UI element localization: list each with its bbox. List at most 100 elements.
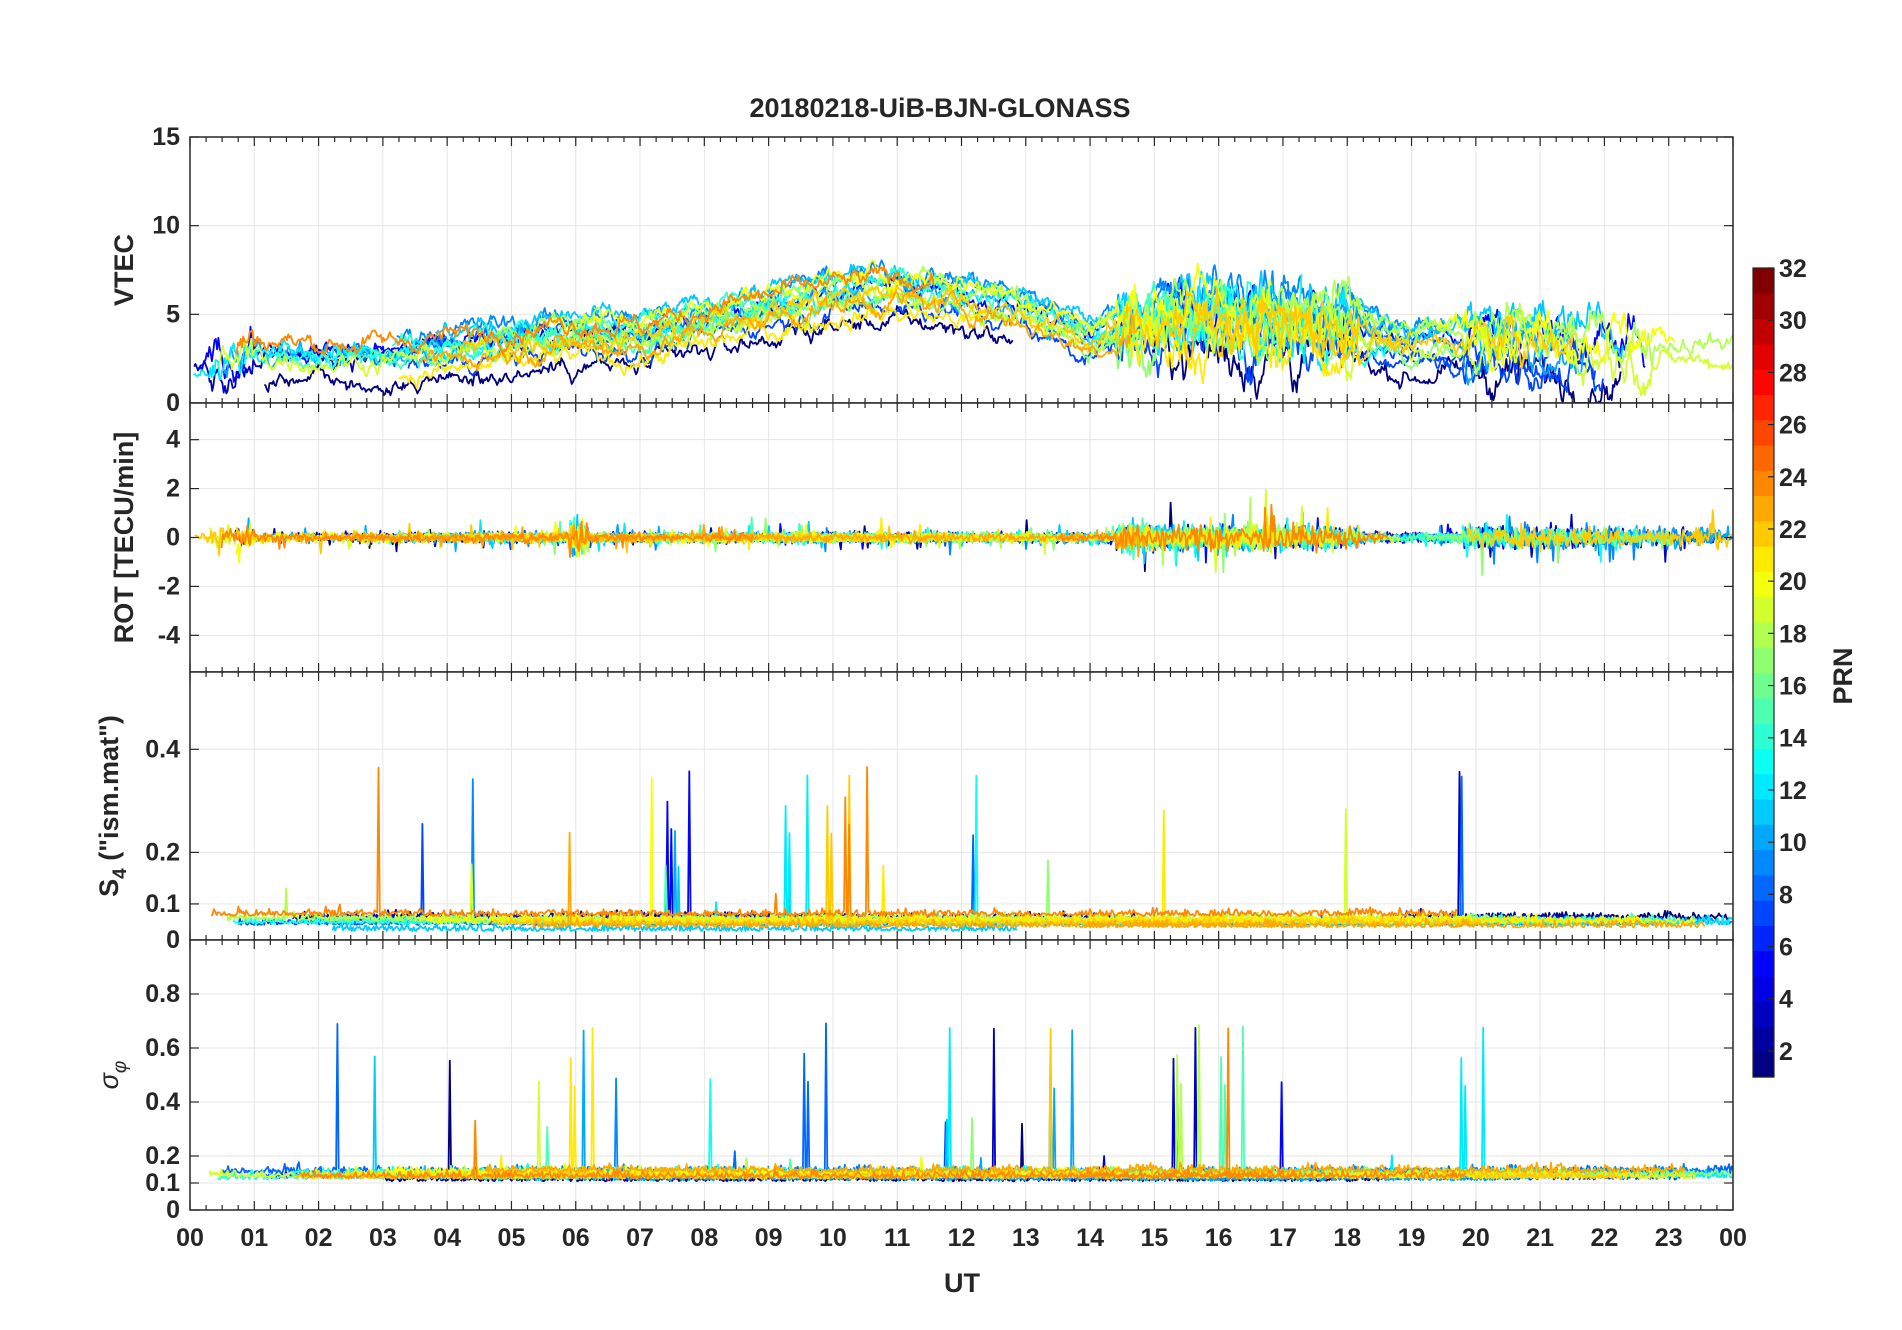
colorbar-tick-label: 2: [1779, 1038, 1793, 1066]
colorbar-segment: [1753, 268, 1774, 294]
colorbar-segment: [1753, 773, 1774, 800]
colorbar-segment: [1753, 546, 1774, 572]
vtec-y-tick-label: 10: [152, 212, 180, 240]
x-tick-label: 12: [948, 1224, 976, 1252]
s4-series-prn-23: [1084, 919, 1307, 929]
colorbar-tick-label: 24: [1779, 464, 1807, 492]
colorbar-segment: [1753, 925, 1774, 952]
colorbar-segment: [1753, 571, 1774, 598]
colorbar-tick-label: 8: [1779, 881, 1793, 909]
sigma-phi-series-prn-22: [1420, 1170, 1623, 1180]
rot-y-tick-label: 2: [166, 475, 180, 503]
colorbar-segment: [1753, 444, 1774, 471]
colorbar-segment: [1753, 495, 1774, 522]
s4-series-group: [210, 766, 1733, 932]
vtec-series-prn-20: [1435, 309, 1676, 373]
s4-y-tick-label: 0.1: [145, 890, 180, 918]
colorbar-tick-label: 20: [1779, 568, 1807, 596]
colorbar-segment: [1753, 975, 1774, 1002]
colorbar-frame: [1752, 267, 1775, 1078]
rot-series-group: [194, 489, 1733, 576]
colorbar-tick-label: 6: [1779, 934, 1793, 962]
x-tick-label: 22: [1591, 1224, 1619, 1252]
colorbar-segment: [1753, 874, 1774, 901]
rot-y-tick-label: 4: [166, 426, 180, 454]
rot-y-tick-label: -2: [158, 572, 180, 600]
s4-series-prn-24: [1065, 906, 1458, 917]
x-tick-label: 08: [690, 1224, 718, 1252]
s4-y-tick-label: 0: [166, 926, 180, 954]
x-tick-label: 23: [1655, 1224, 1683, 1252]
sigma-phi-y-tick-label: 0.6: [145, 1034, 180, 1062]
colorbar-segment: [1753, 748, 1774, 775]
x-tick-label: 19: [1398, 1224, 1426, 1252]
colorbar-segment: [1753, 798, 1774, 825]
colorbar-tick-label: 32: [1779, 255, 1807, 283]
rot-series-prn-24: [220, 520, 754, 559]
colorbar-segment: [1753, 419, 1774, 446]
colorbar-tick-label: 16: [1779, 673, 1807, 701]
sigma-phi-y-tick-label: 0.1: [145, 1169, 180, 1197]
colorbar-segment: [1753, 343, 1774, 370]
x-tick-label: 00: [176, 1224, 204, 1252]
panel-s4: 0 0.1 0.2 0.4 S4 ("ism.mat"): [94, 671, 1734, 957]
x-tick-label: 06: [562, 1224, 590, 1252]
panel-vtec: 0 5 10 15 VTEC: [109, 123, 1734, 417]
x-tick-label: 02: [305, 1224, 333, 1252]
rot-y-label: ROT [TECU/min]: [109, 432, 139, 643]
sigma-phi-series-prn-24: [1079, 1027, 1466, 1180]
sigma-phi-y-tick-label: 0.2: [145, 1142, 180, 1170]
panel-sigma-phi: 00.10.2 0.4 0.6 0.8 σφ: [94, 939, 1734, 1224]
x-tick-label: 17: [1269, 1224, 1297, 1252]
vtec-series-prn-22: [1172, 287, 1412, 366]
x-tick-label: 18: [1333, 1224, 1361, 1252]
x-tick-label: 10: [819, 1224, 847, 1252]
s4-series-prn-11: [331, 866, 1018, 932]
x-tick-label: 00: [1719, 1224, 1747, 1252]
vtec-series-prn-24: [234, 265, 935, 355]
vtec-y-tick-label: 5: [166, 300, 180, 328]
sigma-phi-y-tick-label: 0: [166, 1196, 180, 1224]
colorbar-tick-label: 12: [1779, 777, 1807, 805]
colorbar-segment: [1753, 318, 1774, 345]
colorbar-segment: [1753, 394, 1774, 421]
colorbar-tick-label: 30: [1779, 307, 1807, 335]
x-tick-label: 03: [369, 1224, 397, 1252]
s4-series-prn-24: [210, 766, 1067, 917]
colorbar-tick-label: 18: [1779, 620, 1807, 648]
x-tick-label: 01: [240, 1224, 268, 1252]
x-tick-label: 07: [626, 1224, 654, 1252]
colorbar-segment: [1753, 647, 1774, 674]
colorbar-segment: [1753, 369, 1774, 396]
colorbar-segment: [1753, 697, 1774, 724]
sigma-phi-y-tick-label: 0.4: [145, 1088, 180, 1116]
colorbar-segment: [1753, 672, 1774, 699]
rot-y-tick-label: -4: [158, 621, 180, 649]
vtec-series-group: [193, 259, 1733, 403]
colorbar-segment: [1753, 520, 1774, 547]
vtec-series-prn-1: [1151, 310, 1622, 403]
colorbar-segment: [1753, 596, 1774, 623]
x-tick-label: 16: [1205, 1224, 1233, 1252]
colorbar-tick-label: 26: [1779, 412, 1807, 440]
x-tick-label: 14: [1076, 1224, 1104, 1252]
colorbar-segment: [1753, 470, 1774, 497]
chart-title: 20180218-UiB-BJN-GLONASS: [749, 93, 1130, 123]
sigma-phi-y-tick-label: 0.8: [145, 980, 180, 1008]
colorbar-segment: [1753, 621, 1774, 648]
s4-y-tick-label: 0.2: [145, 838, 180, 866]
rot-series-prn-22: [1466, 509, 1733, 553]
sigma-phi-y-label: σφ: [94, 1061, 131, 1090]
vtec-y-tick-label: 0: [166, 389, 180, 417]
colorbar-segment: [1753, 1051, 1774, 1078]
x-tick-label: 09: [755, 1224, 783, 1252]
colorbar-segment: [1753, 293, 1774, 320]
x-axis: 00 01 02 03 04 05 06 07 08 09 10 11 12 13 14 15 16 17 18 19…: [176, 1224, 1747, 1252]
panel-rot: -4 -2 0 2 4 ROT [TECU/min]: [109, 402, 1734, 673]
s4-y-label: S4 ("ism.mat"): [94, 715, 131, 897]
s4-y-tick-label: 0.4: [145, 735, 180, 763]
colorbar-tick-label: 22: [1779, 516, 1807, 544]
colorbar-segment: [1753, 950, 1774, 977]
x-tick-label: 11: [884, 1224, 911, 1252]
